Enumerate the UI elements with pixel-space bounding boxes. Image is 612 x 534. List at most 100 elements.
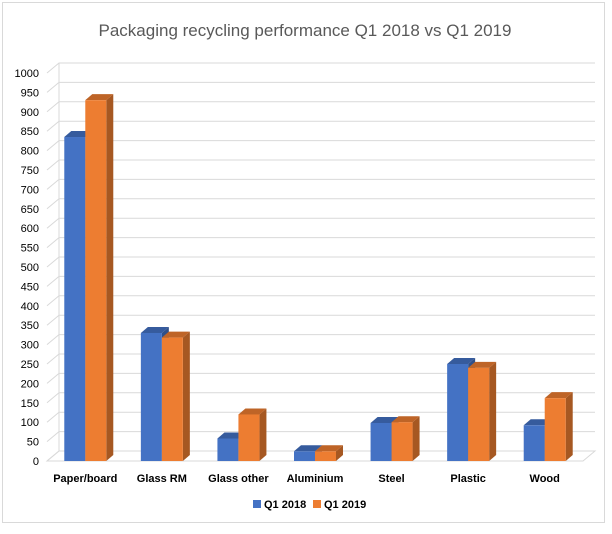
gridline	[46, 392, 595, 404]
y-tick-label: 550	[21, 243, 39, 255]
y-tick-label: 850	[21, 126, 39, 138]
bar-front	[391, 422, 413, 461]
y-tick-label: 600	[21, 223, 39, 235]
gridline	[46, 81, 595, 93]
bar-front	[64, 137, 86, 461]
bar-q1-2019-plastic	[468, 361, 497, 461]
y-tick-label: 250	[21, 359, 39, 371]
y-tick-label: 100	[21, 417, 39, 429]
gridline	[46, 62, 595, 74]
y-tick-label: 1000	[15, 68, 39, 80]
bar-top	[238, 408, 267, 415]
y-tick-label: 300	[21, 340, 39, 352]
legend-swatch	[313, 500, 321, 508]
bar-front	[217, 438, 239, 461]
bars	[64, 94, 573, 461]
bar-q1-2019-steel	[391, 416, 420, 461]
bar-side	[106, 94, 114, 461]
chart-title: Packaging recycling performance Q1 2018 …	[99, 21, 512, 40]
bar-side	[412, 416, 420, 461]
bar-q1-2019-paper-board	[85, 94, 114, 461]
gridline	[46, 372, 595, 384]
gridline	[46, 353, 595, 365]
gridline	[46, 140, 595, 151]
y-tick-label: 750	[21, 165, 39, 177]
bar-front	[523, 425, 545, 461]
gridline	[46, 256, 595, 268]
y-tick-label: 800	[21, 146, 39, 158]
gridline	[46, 275, 595, 287]
bar-side	[336, 445, 343, 461]
gridline	[46, 237, 595, 248]
bar-front	[161, 337, 183, 461]
y-tick-label: 900	[21, 107, 39, 119]
y-tick-label: 650	[21, 204, 39, 216]
gridline	[46, 334, 595, 345]
y-tick-label: 150	[21, 398, 39, 410]
y-tick-label: 950	[21, 87, 39, 99]
bar-top	[140, 326, 169, 333]
bar-side	[489, 361, 497, 461]
gridline	[46, 120, 595, 132]
y-tick-label: 0	[33, 456, 39, 468]
y-tick-label: 500	[21, 262, 39, 274]
gridline	[46, 411, 595, 423]
y-tick-label: 450	[21, 281, 39, 293]
y-tick-label: 200	[21, 378, 39, 390]
gridline	[46, 159, 595, 171]
bar-top	[391, 416, 420, 423]
gridlines	[45, 62, 597, 462]
x-category-label: Paper/board	[53, 473, 117, 485]
x-axis-categories: Paper/board Glass RM Glass other Aluminium S…	[53, 473, 560, 485]
bar-top	[544, 392, 573, 399]
legend-entry: Q1 2019	[313, 499, 366, 511]
bar-front	[447, 364, 469, 461]
bar-top	[370, 416, 399, 423]
bar-front	[140, 332, 162, 461]
gridline	[46, 314, 595, 326]
bar-top	[315, 445, 343, 452]
bar-front	[370, 422, 392, 461]
x-category-label: Wood	[530, 473, 560, 485]
bar-front	[238, 414, 260, 461]
x-category-label: Glass other	[208, 473, 269, 485]
x-category-label: Steel	[378, 473, 404, 485]
gridline	[46, 217, 595, 229]
legend-entry: Q1 2018	[253, 499, 306, 511]
bar-top	[468, 361, 497, 368]
bar-side	[182, 331, 190, 461]
bar-top	[161, 331, 190, 338]
gridline	[46, 178, 595, 190]
gridline	[46, 198, 595, 210]
bar-q1-2019-glass-rm	[161, 331, 190, 461]
gridline	[46, 101, 595, 113]
bar-q1-2019-wood	[544, 392, 573, 461]
bar-q1-2019-glass-other	[238, 408, 267, 461]
gridline	[46, 295, 595, 307]
y-axis-ticks: 0 50 100 150 200 250 300 350 400 450 500 550 600 650 7…	[15, 68, 39, 468]
bar-side	[565, 392, 573, 461]
bar-front	[85, 100, 107, 461]
x-category-label: Aluminium	[287, 473, 344, 485]
x-category-label: Plastic	[450, 473, 485, 485]
x-category-label: Glass RM	[137, 473, 187, 485]
legend-label: Q1 2019	[324, 499, 366, 511]
legend-label: Q1 2018	[264, 499, 306, 511]
bar-front	[544, 398, 566, 461]
bar-front	[294, 451, 315, 461]
y-tick-label: 700	[21, 184, 39, 196]
bar-top	[85, 94, 114, 101]
bar-top	[294, 445, 322, 452]
legend-swatch	[253, 500, 261, 508]
chart-frame: Packaging recycling performance Q1 2018 …	[2, 2, 605, 523]
y-tick-label: 400	[21, 301, 39, 313]
gridline	[46, 431, 595, 442]
bar-side	[259, 408, 267, 461]
bar-front	[468, 367, 490, 461]
bar-q1-2019-aluminium	[315, 445, 343, 461]
legend: Q1 2018 Q1 2019	[253, 499, 366, 511]
bar-chart: Packaging recycling performance Q1 2018 …	[15, 21, 597, 511]
bar-top	[447, 358, 476, 364]
bar-front	[315, 451, 336, 461]
y-tick-label: 350	[21, 320, 39, 332]
